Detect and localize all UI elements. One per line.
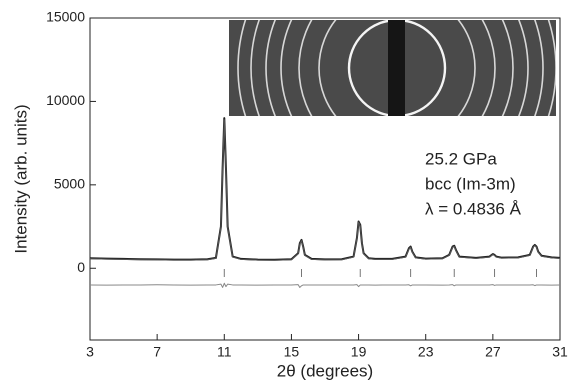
annotation: λ = 0.4836 Å: [425, 199, 522, 218]
annotation: bcc (Im-3m): [425, 174, 516, 193]
y-tick-label: 0: [77, 259, 85, 275]
annotation: 25.2 GPa: [425, 149, 497, 168]
x-tick-label: 23: [418, 344, 434, 360]
series-line: [90, 283, 560, 287]
x-tick-label: 15: [284, 344, 300, 360]
x-tick-label: 31: [552, 344, 568, 360]
x-tick-label: 3: [86, 344, 94, 360]
y-tick-label: 10000: [46, 92, 85, 108]
y-axis-label: Intensity (arb. units): [11, 104, 30, 253]
x-tick-label: 11: [217, 344, 232, 360]
x-tick-label: 7: [153, 344, 161, 360]
chart: Intensity (arb. units) 2θ (degrees) 25.2…: [0, 0, 570, 382]
y-tick-label: 15000: [46, 9, 85, 25]
x-tick-label: 27: [485, 344, 501, 360]
x-tick-label: 19: [351, 344, 367, 360]
x-axis-label: 2θ (degrees): [277, 361, 373, 380]
y-tick-label: 5000: [54, 176, 85, 192]
